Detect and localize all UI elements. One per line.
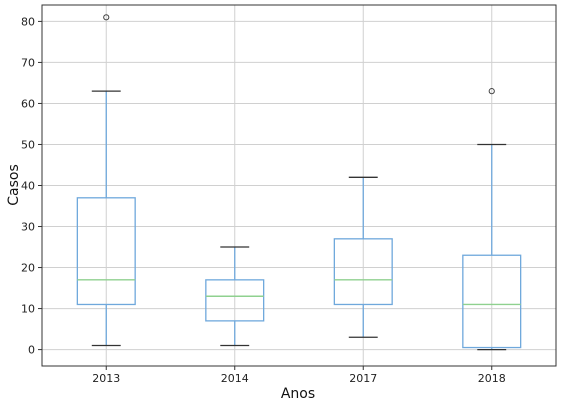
grid-lines <box>42 5 556 366</box>
y-tick-label: 80 <box>21 15 35 28</box>
x-tick-label: 2013 <box>92 372 120 385</box>
y-tick-label: 70 <box>21 56 35 69</box>
y-axis-ticks: 0 10 20 30 40 50 60 70 80 <box>21 15 42 357</box>
box-2018 <box>462 88 522 351</box>
y-tick-label: 30 <box>21 221 35 234</box>
x-tick-label: 2017 <box>349 372 377 385</box>
iqr-box <box>462 254 522 349</box>
y-tick-label: 20 <box>21 262 35 275</box>
y-tick-label: 50 <box>21 138 35 151</box>
y-tick-label: 0 <box>28 344 35 357</box>
y-axis-label: Casos <box>6 164 22 206</box>
x-axis-ticks: 2013 2014 2017 2018 <box>92 366 506 385</box>
y-tick-label: 40 <box>21 180 35 193</box>
box-2013 <box>76 14 136 347</box>
iqr-box <box>76 197 136 306</box>
x-axis-label: Anos <box>281 386 315 402</box>
outlier-point <box>488 88 495 95</box>
box-2017 <box>333 176 393 338</box>
y-tick-label: 60 <box>21 97 35 110</box>
iqr-box <box>205 279 265 322</box>
plot-frame <box>41 4 557 367</box>
box-2014 <box>205 246 265 347</box>
x-tick-label: 2014 <box>221 372 249 385</box>
x-tick-label: 2018 <box>478 372 506 385</box>
y-tick-label: 10 <box>21 303 35 316</box>
iqr-box <box>333 238 393 306</box>
plot-area <box>76 14 522 351</box>
outlier-point <box>103 14 110 21</box>
